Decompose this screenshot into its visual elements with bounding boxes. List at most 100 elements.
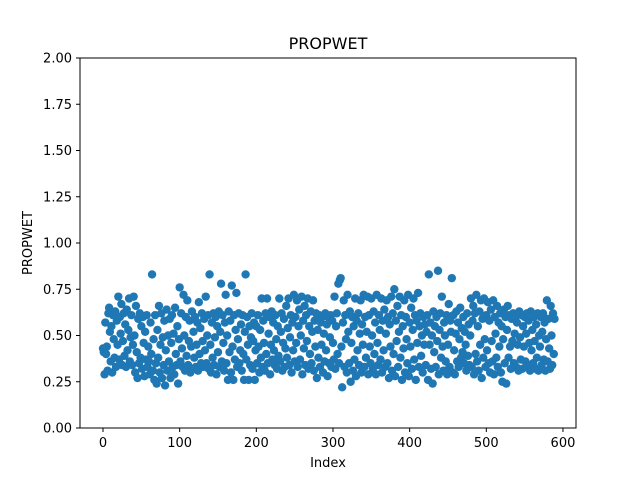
- data-point-455: [447, 273, 457, 283]
- data-point-106: [180, 331, 189, 340]
- data-point-486: [471, 349, 480, 359]
- data-point-341: [360, 362, 369, 372]
- data-point-213: [262, 349, 271, 359]
- data-point-252: [291, 338, 301, 348]
- x-axis-label: Index: [310, 456, 346, 471]
- data-point-498: [480, 335, 489, 344]
- data-point-83: [162, 305, 171, 314]
- data-point-157: [219, 338, 228, 348]
- data-point-240: [282, 353, 292, 362]
- data-point-205: [255, 325, 265, 335]
- data-point-458: [449, 346, 459, 355]
- data-point-238: [281, 344, 290, 353]
- data-point-519: [496, 368, 506, 377]
- data-point-133: [200, 346, 210, 355]
- data-point-167: [226, 368, 236, 377]
- data-point-218: [265, 370, 275, 379]
- data-point-588: [549, 349, 558, 359]
- data-point-333: [354, 309, 363, 318]
- data-point-173: [231, 325, 240, 335]
- data-point-488: [472, 357, 482, 366]
- data-point-196: [249, 336, 258, 346]
- data-point-64: [147, 270, 157, 279]
- data-point-270: [305, 349, 315, 359]
- data-point-565: [531, 320, 541, 329]
- data-point-369: [381, 329, 391, 338]
- data-point-246: [287, 368, 296, 377]
- data-point-397: [403, 359, 412, 368]
- y-tick-label-8: 2.00: [43, 52, 72, 67]
- data-point-522: [498, 335, 508, 344]
- data-point-293: [323, 372, 332, 381]
- data-point-434: [431, 362, 440, 372]
- data-point-338: [357, 320, 367, 329]
- data-point-396: [402, 335, 411, 344]
- data-point-552: [521, 329, 531, 338]
- data-point-430: [428, 379, 437, 388]
- data-point-403: [407, 364, 417, 373]
- data-point-436: [433, 336, 442, 346]
- data-point-93: [170, 370, 179, 379]
- data-point-581: [544, 314, 553, 324]
- data-point-459: [450, 370, 460, 379]
- data-point-404: [408, 325, 417, 335]
- data-point-323: [346, 377, 355, 386]
- y-tick-label-4: 1.00: [43, 237, 72, 252]
- data-point-280: [313, 325, 322, 335]
- data-point-231: [275, 357, 285, 366]
- data-point-310: [336, 273, 345, 283]
- data-point-491: [475, 307, 484, 316]
- data-point-38: [127, 360, 137, 370]
- data-point-481: [467, 362, 476, 372]
- data-point-244: [285, 333, 295, 342]
- data-point-39: [128, 340, 138, 349]
- data-point-110: [183, 296, 192, 305]
- data-point-390: [397, 375, 407, 385]
- data-point-302: [330, 292, 339, 301]
- data-point-429: [427, 331, 437, 340]
- data-point-210: [259, 338, 269, 348]
- data-point-130: [198, 336, 207, 346]
- data-point-501: [482, 346, 492, 355]
- data-point-70: [152, 379, 161, 388]
- data-point-312: [337, 383, 347, 392]
- data-point-103: [177, 344, 187, 353]
- data-point-32: [123, 346, 132, 355]
- data-point-186: [241, 270, 250, 279]
- data-point-257: [295, 355, 305, 364]
- data-point-319: [343, 290, 352, 299]
- data-point-134: [201, 292, 210, 301]
- data-point-417: [418, 368, 427, 377]
- data-point-466: [456, 303, 465, 312]
- data-point-263: [300, 301, 309, 311]
- data-point-236: [279, 314, 289, 324]
- data-point-544: [515, 333, 525, 342]
- data-point-300: [328, 338, 338, 348]
- data-point-216: [264, 329, 273, 338]
- data-point-584: [546, 301, 555, 311]
- data-point-254: [293, 362, 302, 372]
- data-point-281: [314, 353, 323, 362]
- data-point-423: [423, 310, 432, 320]
- x-tick-label-4: 400: [397, 436, 422, 451]
- data-point-527: [502, 325, 512, 335]
- data-point-574: [538, 309, 548, 318]
- data-point-24: [117, 299, 126, 309]
- data-point-496: [479, 353, 488, 362]
- data-point-479: [466, 331, 475, 340]
- data-point-563: [530, 336, 539, 346]
- x-tick-label-1: 100: [167, 436, 192, 451]
- data-point-156: [218, 310, 227, 320]
- data-point-375: [386, 342, 395, 351]
- data-point-381: [390, 372, 400, 381]
- data-point-439: [435, 325, 444, 335]
- data-point-400: [405, 318, 414, 327]
- data-point-266: [302, 336, 312, 346]
- data-point-5: [102, 342, 112, 351]
- data-point-570: [535, 342, 545, 351]
- data-point-71: [153, 325, 162, 335]
- x-tick-label-2: 200: [244, 436, 269, 451]
- data-point-465: [455, 335, 464, 344]
- data-point-288: [319, 329, 328, 338]
